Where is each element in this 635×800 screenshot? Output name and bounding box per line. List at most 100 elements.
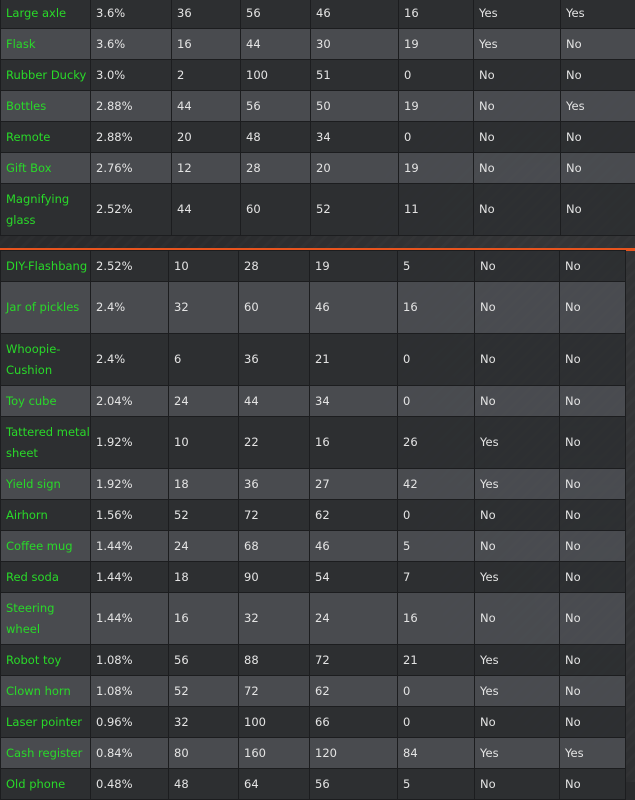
drop-chance-cell: 1.92% (91, 469, 169, 500)
stat-5-cell: 0 (398, 500, 475, 531)
flag-2-cell: No (560, 417, 626, 469)
drop-chance-cell: 3.6% (91, 0, 172, 29)
stat-3-cell: 56 (241, 91, 311, 122)
drop-chance-cell: 0.96% (91, 707, 169, 738)
stat-5-cell: 42 (398, 469, 475, 500)
flag-1-cell: No (474, 122, 561, 153)
stat-5-cell: 19 (399, 29, 474, 60)
stat-3-cell: 60 (241, 184, 311, 236)
item-name-cell: Remote (1, 122, 91, 153)
stat-2-cell: 18 (169, 469, 239, 500)
stat-5-cell: 0 (399, 60, 474, 91)
stat-2-cell: 32 (169, 282, 239, 334)
stat-4-cell: 52 (311, 184, 399, 236)
stat-4-cell: 34 (310, 386, 398, 417)
stat-3-cell: 100 (241, 60, 311, 91)
stat-4-cell: 27 (310, 469, 398, 500)
stat-2-cell: 44 (172, 91, 241, 122)
stat-3-cell: 44 (241, 29, 311, 60)
stat-4-cell: 66 (310, 707, 398, 738)
item-name-cell: Flask (1, 29, 91, 60)
stat-5-cell: 21 (398, 645, 475, 676)
item-name-cell: Magnifying glass (1, 184, 91, 236)
stat-4-cell: 30 (311, 29, 399, 60)
item-name-cell: Yield sign (1, 469, 91, 500)
item-name-cell: Steering wheel (1, 593, 91, 645)
stat-5-cell: 11 (399, 184, 474, 236)
stat-2-cell: 18 (169, 562, 239, 593)
stat-5-cell: 26 (398, 417, 475, 469)
stat-4-cell: 56 (310, 769, 398, 800)
flag-1-cell: No (475, 386, 560, 417)
stat-5-cell: 7 (398, 562, 475, 593)
stat-2-cell: 16 (172, 29, 241, 60)
stat-4-cell: 46 (310, 531, 398, 562)
flag-1-cell: No (475, 251, 560, 282)
drop-chance-cell: 2.52% (91, 184, 172, 236)
item-name-cell: Cash register (1, 738, 91, 769)
flag-1-cell: No (474, 184, 561, 236)
flag-2-cell: No (561, 153, 635, 184)
drop-chance-cell: 2.52% (91, 251, 169, 282)
stat-4-cell: 46 (311, 0, 399, 29)
flag-1-cell: No (474, 91, 561, 122)
stat-4-cell: 20 (311, 153, 399, 184)
stat-4-cell: 21 (310, 334, 398, 386)
stat-4-cell: 62 (310, 676, 398, 707)
stat-5-cell: 5 (398, 531, 475, 562)
stat-2-cell: 10 (169, 251, 239, 282)
stat-2-cell: 52 (169, 500, 239, 531)
item-name-cell: Large axle (1, 0, 91, 29)
stat-3-cell: 28 (239, 251, 310, 282)
stat-4-cell: 72 (310, 645, 398, 676)
stat-5-cell: 0 (398, 386, 475, 417)
flag-1-cell: No (475, 593, 560, 645)
stat-3-cell: 32 (239, 593, 310, 645)
flag-1-cell: Yes (475, 738, 560, 769)
item-name-cell: Airhorn (1, 500, 91, 531)
stat-5-cell: 16 (399, 0, 474, 29)
drop-chance-cell: 2.4% (91, 282, 169, 334)
flag-2-cell: No (560, 500, 626, 531)
flag-2-cell: No (560, 386, 626, 417)
flag-1-cell: No (474, 153, 561, 184)
flag-2-cell: No (560, 334, 626, 386)
drop-chance-cell: 1.44% (91, 593, 169, 645)
stat-3-cell: 68 (239, 531, 310, 562)
flag-2-cell: No (561, 60, 635, 91)
stat-4-cell: 50 (311, 91, 399, 122)
stat-2-cell: 80 (169, 738, 239, 769)
stat-4-cell: 34 (311, 122, 399, 153)
drop-chance-cell: 1.56% (91, 500, 169, 531)
stat-4-cell: 46 (310, 282, 398, 334)
flag-2-cell: No (560, 251, 626, 282)
item-name-cell: Bottles (1, 91, 91, 122)
stat-5-cell: 19 (399, 153, 474, 184)
item-name-cell: Tattered metal sheet (1, 417, 91, 469)
flag-2-cell: Yes (560, 738, 626, 769)
stat-4-cell: 16 (310, 417, 398, 469)
flag-2-cell: No (560, 469, 626, 500)
stat-5-cell: 16 (398, 593, 475, 645)
drop-chance-cell: 3.6% (91, 29, 172, 60)
stat-4-cell: 51 (311, 60, 399, 91)
stat-5-cell: 0 (398, 334, 475, 386)
stat-3-cell: 64 (239, 769, 310, 800)
stat-3-cell: 48 (241, 122, 311, 153)
flag-2-cell: No (561, 29, 635, 60)
drop-chance-cell: 2.4% (91, 334, 169, 386)
item-name-cell: Red soda (1, 562, 91, 593)
